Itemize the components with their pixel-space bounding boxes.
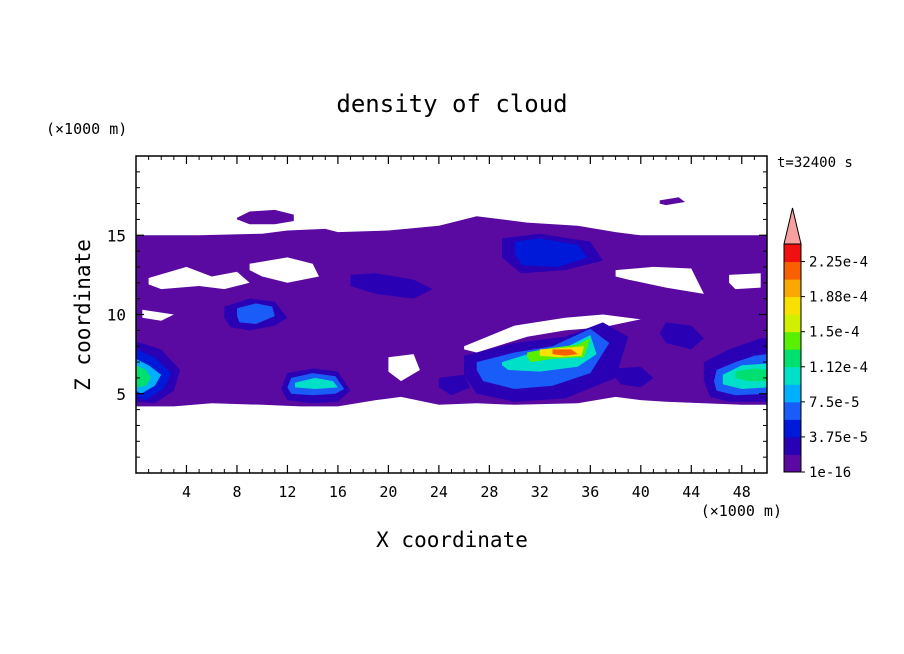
cloud-region-1: [237, 209, 294, 225]
colorbar-band: [784, 244, 801, 263]
x-axis: 4 8 12 16 20 24 28 32 36 40 44 48: [148, 156, 755, 501]
colorbar-band: [784, 384, 801, 403]
clear-air-hole-1: [249, 257, 319, 283]
colorbar-band: [784, 436, 801, 455]
colorbar-band: [784, 349, 801, 368]
density-contour-21: [350, 273, 433, 299]
x-tick-label: 36: [581, 483, 599, 501]
colorbar-band: [784, 401, 801, 420]
clear-air-hole-0: [148, 266, 250, 290]
y-tick-label: 10: [107, 306, 126, 325]
x-tick-label: 24: [430, 483, 448, 501]
density-contour-23: [659, 322, 704, 350]
colorbar-band: [784, 296, 801, 315]
y-unit-label: (×1000 m): [46, 120, 127, 138]
colorbar: 1e-16 3.75e-5 7.5e-5 1.12e-4 1.5e-4 1.88e-4 2.…: [783, 207, 868, 481]
density-contour-6: [295, 377, 338, 389]
clear-air-hole-5: [729, 273, 761, 290]
y-axis: 5 10 15: [107, 171, 767, 458]
colorbar-frame: [783, 243, 802, 473]
x-tick-label: 12: [278, 483, 296, 501]
colorbar-band: [784, 279, 801, 298]
x-unit-label: (×1000 m): [701, 502, 782, 520]
colorbar-band: [784, 261, 801, 280]
clear-air-hole-4: [615, 266, 704, 294]
colorbar-extend-arrow: [783, 207, 802, 245]
x-tick-label: 16: [329, 483, 347, 501]
density-contour-20: [514, 238, 588, 267]
cloud-region-2: [659, 197, 685, 206]
contour-fill-layer: [136, 197, 767, 407]
clear-air-hole-6: [142, 309, 174, 321]
density-contour-18: [735, 368, 767, 382]
x-tick-label: 8: [232, 483, 241, 501]
y-tick-label: 5: [116, 385, 126, 404]
colorbar-band: [784, 331, 801, 350]
y-tick-label: 15: [107, 226, 126, 245]
chart-title: density of cloud: [336, 90, 567, 118]
x-tick-label: 4: [182, 483, 191, 501]
colorbar-label: 2.25e-4: [809, 255, 868, 271]
density-contour-24: [438, 374, 471, 396]
y-axis-label: Z coordinate: [71, 239, 95, 391]
density-contour-22: [615, 366, 654, 388]
time-label: t=32400 s: [777, 155, 853, 171]
density-contour-3: [136, 365, 152, 388]
colorbar-band: [784, 419, 801, 438]
colorbar-band: [784, 314, 801, 333]
colorbar-label: 3.75e-5: [809, 430, 868, 446]
x-tick-label: 44: [682, 483, 700, 501]
clear-air-hole-3: [388, 354, 420, 382]
density-contour-14: [552, 349, 578, 356]
colorbar-band: [784, 454, 801, 473]
clear-air-hole-2: [464, 314, 641, 353]
x-tick-label: 32: [531, 483, 549, 501]
colorbar-label: 1.5e-4: [809, 325, 860, 341]
x-tick-label: 28: [480, 483, 498, 501]
colorbar-band: [784, 366, 801, 385]
x-tick-label: 48: [733, 483, 751, 501]
colorbar-label: 7.5e-5: [809, 395, 860, 411]
colorbar-label: 1e-16: [809, 465, 851, 481]
x-axis-label: X coordinate: [376, 528, 528, 552]
density-contour-8: [237, 303, 275, 324]
x-tick-label: 20: [379, 483, 397, 501]
colorbar-label: 1.88e-4: [809, 290, 868, 306]
colorbar-label: 1.12e-4: [809, 360, 868, 376]
x-tick-label: 40: [632, 483, 650, 501]
